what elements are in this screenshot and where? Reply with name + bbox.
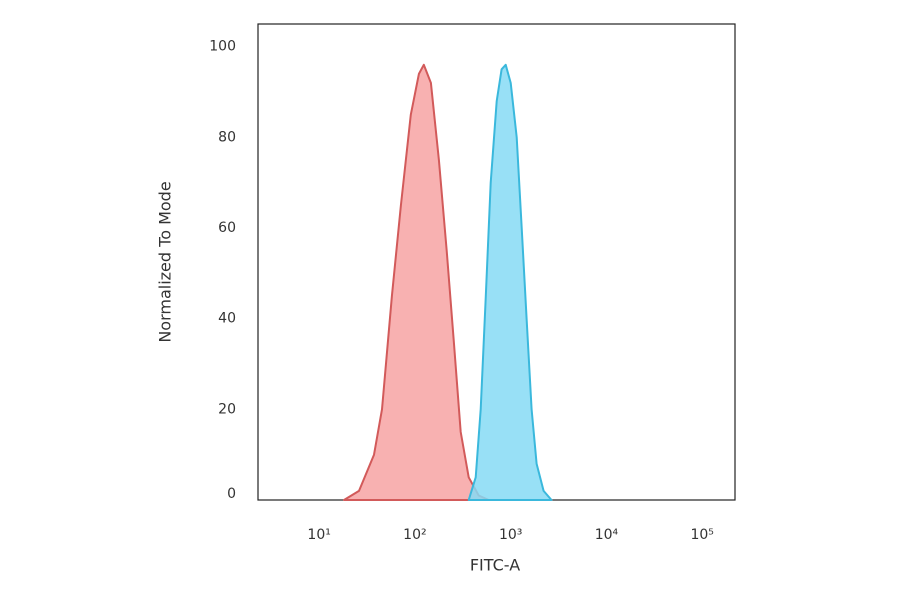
x-axis-label: FITC-A bbox=[470, 556, 520, 575]
area bbox=[343, 63, 490, 501]
y-tick-label: 20 bbox=[218, 401, 236, 417]
x-tick-label: 10³ bbox=[499, 527, 522, 543]
y-tick-label: 80 bbox=[218, 129, 236, 145]
x-tick-label: 10⁴ bbox=[595, 527, 619, 543]
y-tick-label: 100 bbox=[209, 39, 236, 55]
x-tick-label: 10² bbox=[403, 527, 426, 543]
y-tick-label: 40 bbox=[218, 311, 236, 327]
area bbox=[467, 63, 553, 501]
x-tick-label: 10⁵ bbox=[690, 527, 713, 543]
x-tick-label: 10¹ bbox=[307, 527, 330, 543]
y-tick-label: 0 bbox=[227, 486, 236, 502]
y-tick-label: 60 bbox=[218, 220, 236, 236]
y-axis-label: Normalized To Mode bbox=[156, 181, 175, 342]
